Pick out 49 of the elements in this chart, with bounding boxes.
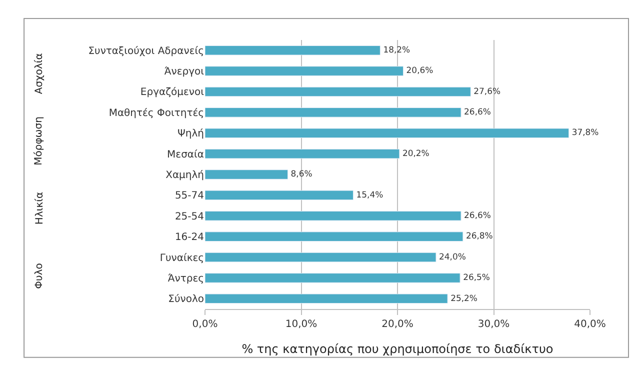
bar xyxy=(205,294,448,304)
data-label: 26,6% xyxy=(464,106,491,117)
x-tick-label: 40,0% xyxy=(574,319,606,330)
data-label: 26,6% xyxy=(464,210,491,220)
text: Φυλο xyxy=(34,263,46,289)
bar xyxy=(205,232,464,242)
data-label: 37,8% xyxy=(572,127,599,138)
y-tick-label: Άνεργοι xyxy=(164,66,205,78)
y-tick-label: Χαμηλή xyxy=(166,170,204,181)
y-tick-label: Εργαζόμενοι xyxy=(140,87,205,98)
data-label: 25,2% xyxy=(450,292,478,303)
bar xyxy=(205,252,436,262)
y-tick-label: Μαθητές Φοιτητές xyxy=(108,108,204,119)
bar xyxy=(205,128,570,138)
bar xyxy=(205,273,460,283)
data-label: 18,2% xyxy=(383,44,410,54)
x-tick-label: 20,0% xyxy=(382,319,414,330)
data-label: 26,8% xyxy=(466,230,493,241)
y-tick-label: Συνταξιούχοι Αδρανείς xyxy=(88,46,204,57)
data-label: 27,6% xyxy=(474,86,501,96)
data-label: 15,4% xyxy=(356,189,384,200)
y-tick-label: Άντρες xyxy=(168,273,204,284)
text: Ηλικία xyxy=(34,191,46,225)
x-tick-label: 10,0% xyxy=(285,319,318,330)
y-tick-label: 16-24 xyxy=(174,232,204,244)
bar xyxy=(205,45,380,56)
y-tick-label: Γυναίκες xyxy=(160,252,204,264)
bar xyxy=(205,66,404,76)
y-tick-label: Σύνολο xyxy=(168,294,204,306)
data-label: 8,6% xyxy=(290,168,312,179)
x-axis-title: % της κατηγορίας που χρησιμοποίησε το διαδίκτυο xyxy=(242,342,554,356)
x-tick-label: 30,0% xyxy=(478,319,510,330)
data-label: 20,6% xyxy=(406,65,434,76)
data-label: 24,0% xyxy=(439,251,466,262)
bar xyxy=(205,148,400,159)
data-label: 20,2% xyxy=(402,148,430,158)
bar xyxy=(205,86,471,97)
bar xyxy=(205,170,288,180)
text: Μόρφωση xyxy=(34,116,45,166)
y-tick-label: 55-74 xyxy=(174,190,204,202)
y-tick-label: Ψηλή xyxy=(178,128,204,140)
data-label: 26,5% xyxy=(463,272,490,282)
y-tick-label: Μεσαία xyxy=(167,149,204,160)
bar xyxy=(205,190,354,200)
bar xyxy=(205,210,462,221)
x-tick-label: 0,0% xyxy=(192,319,218,330)
bar xyxy=(205,108,462,118)
y-tick-label: 25-54 xyxy=(174,211,204,222)
text: Ασχολία xyxy=(34,52,45,94)
